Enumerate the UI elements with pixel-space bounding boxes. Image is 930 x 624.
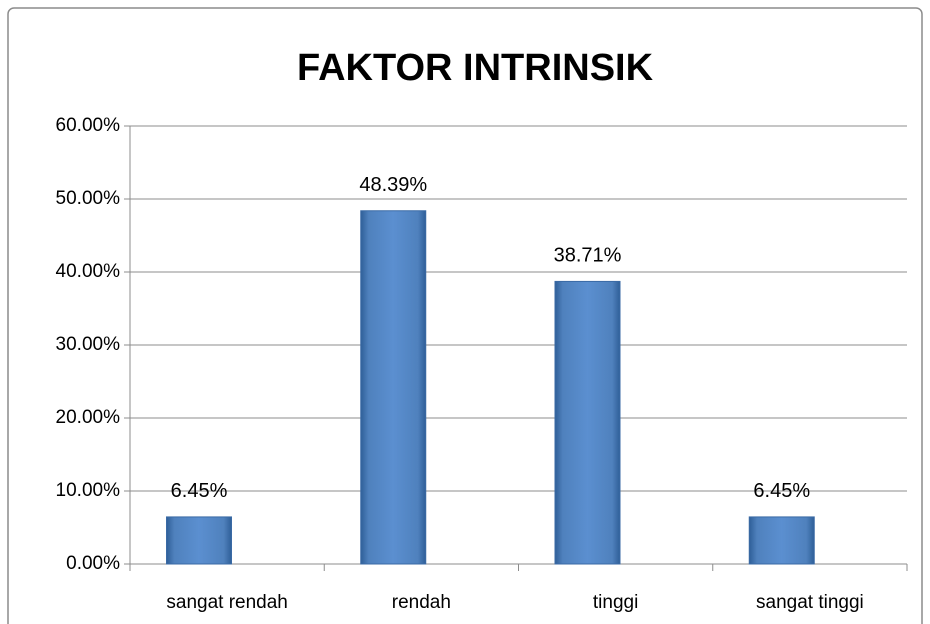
bar [554, 280, 621, 565]
chart-title: FAKTOR INTRINSIK [297, 47, 654, 89]
x-tick-label: tinggi [593, 592, 638, 613]
value-label: 38.71% [554, 245, 622, 267]
y-tick-label: 10.00% [56, 480, 121, 501]
bar [360, 210, 427, 565]
y-tick-label: 30.00% [56, 334, 121, 355]
value-label: 48.39% [359, 174, 427, 196]
y-tick-label: 50.00% [56, 188, 121, 209]
x-tick-label: sangat tinggi [756, 592, 864, 613]
value-label: 6.45% [753, 480, 810, 502]
value-label: 6.45% [171, 480, 228, 502]
y-tick-label: 60.00% [56, 115, 121, 136]
x-tick-label: sangat rendah [166, 592, 288, 613]
y-tick-label: 20.00% [56, 407, 121, 428]
x-tick-label: rendah [392, 592, 451, 613]
bar [748, 516, 815, 565]
bar [166, 516, 232, 565]
y-tick-label: 0.00% [66, 553, 120, 574]
chart-border [7, 7, 923, 624]
y-tick-label: 40.00% [56, 261, 121, 282]
